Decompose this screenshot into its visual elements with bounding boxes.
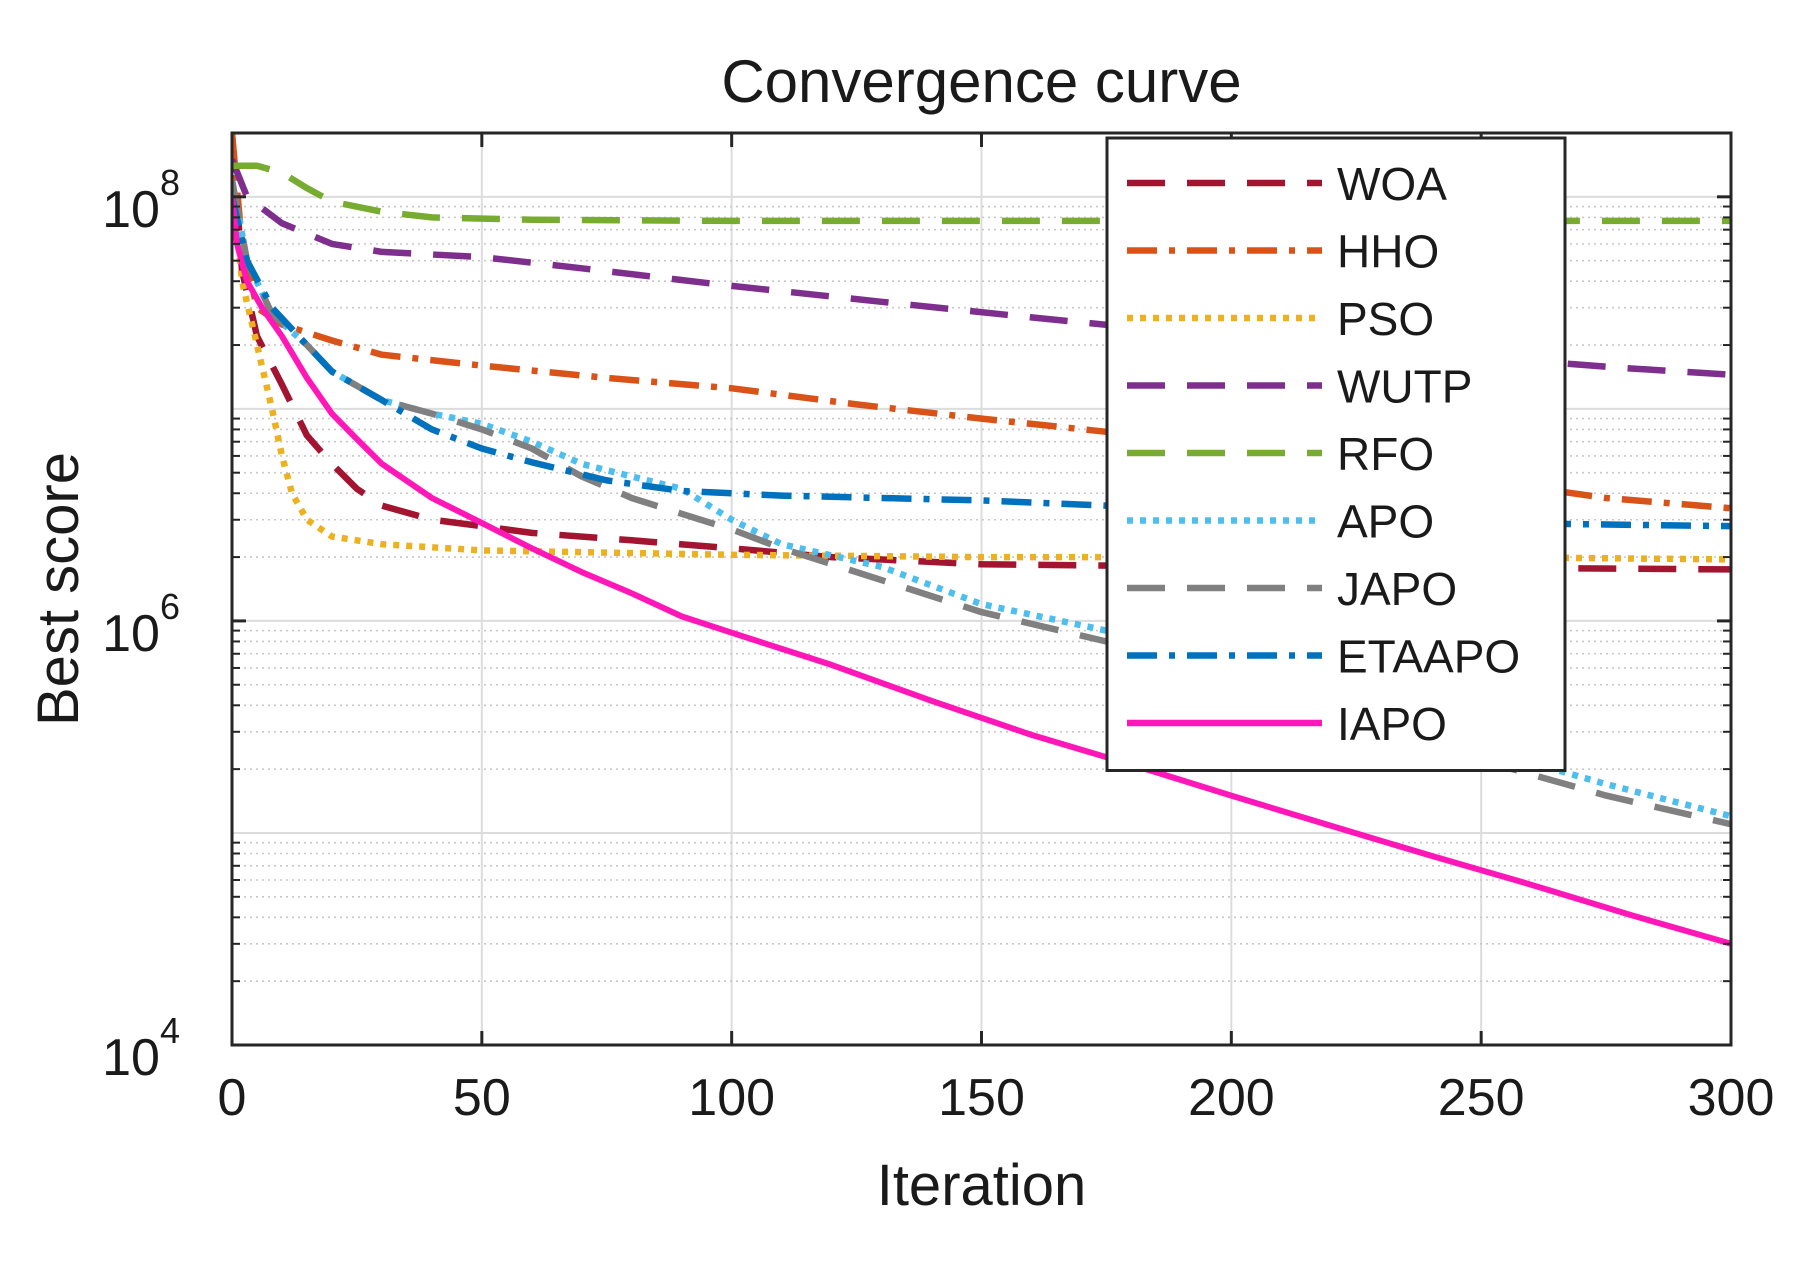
series-line-rfo (232, 162, 1731, 225)
legend-label-hho: HHO (1337, 226, 1439, 278)
legend-label-pso: PSO (1337, 293, 1434, 345)
x-tick-label: 150 (938, 1069, 1025, 1127)
series-line-wutp (232, 158, 1731, 378)
legend-label-japo: JAPO (1337, 563, 1457, 615)
series-line-woa (232, 133, 1731, 573)
legend-label-iapo: IAPO (1337, 698, 1447, 750)
legend-box (1105, 136, 1567, 772)
x-tick-label: 250 (1438, 1069, 1525, 1127)
legend-label-etaapo: ETAAPO (1337, 631, 1520, 683)
x-axis-label: Iteration (877, 1153, 1087, 1218)
chart-title: Convergence curve (721, 48, 1241, 115)
legend-label-rfo: RFO (1337, 428, 1434, 480)
x-tick-label: 200 (1188, 1069, 1275, 1127)
legend: WOA HHO PSO WUTP RFO APO JAPO ETAAPO IAPO (1105, 136, 1567, 772)
legend-label-woa: WOA (1337, 158, 1447, 210)
legend-label-apo: APO (1337, 496, 1434, 548)
x-tick-label: 0 (218, 1069, 247, 1127)
x-tick-label: 300 (1688, 1069, 1775, 1127)
series-line-iapo (232, 196, 1731, 947)
series-line-etaapo (232, 196, 1731, 530)
x-tick-label: 50 (453, 1069, 511, 1127)
legend-label-wutp: WUTP (1337, 361, 1472, 413)
y-axis-label: Best score (26, 452, 91, 726)
x-tick-label: 100 (688, 1069, 775, 1127)
